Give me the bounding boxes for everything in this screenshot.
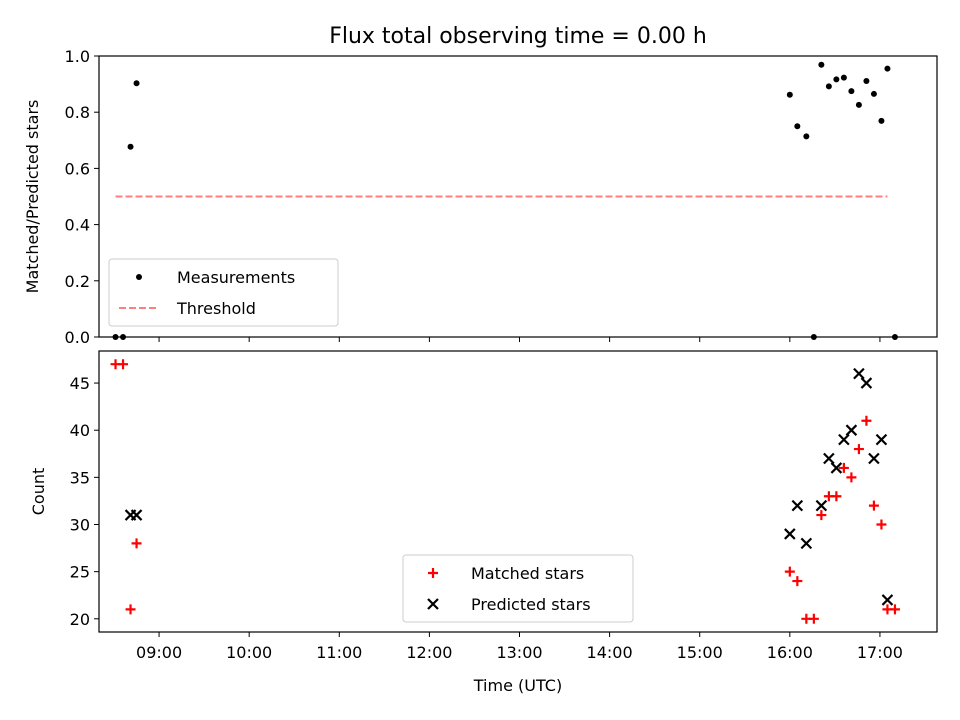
y-tick-label: 35 (70, 468, 90, 487)
legend-label: Predicted stars (471, 595, 591, 614)
y-tick-label: 1.0 (65, 47, 90, 66)
legend-label: Measurements (177, 268, 295, 287)
measurement-point (870, 90, 877, 97)
predicted-star-point (815, 499, 828, 512)
measurement-point (863, 78, 870, 85)
predicted-star-point (868, 452, 880, 465)
y-tick-label: 0.2 (65, 272, 90, 291)
x-tick-label: 12:00 (406, 643, 452, 662)
y-tick-label: 20 (70, 610, 90, 629)
predicted-star-point (838, 433, 850, 446)
legend-predicted-swatch (427, 598, 439, 610)
y-tick-label: 0.0 (65, 328, 90, 347)
measurement-point (884, 65, 891, 72)
matched-star-point (131, 538, 142, 549)
y-tick-label: 45 (70, 374, 90, 393)
x-tick-label: 11:00 (316, 643, 362, 662)
legend: Matched stars Predicted stars (402, 554, 634, 623)
measurement-point (840, 74, 847, 81)
predicted-star-point (875, 433, 888, 446)
predicted-star-point (860, 377, 873, 389)
measurement-point (855, 101, 862, 108)
measurement-point (825, 83, 832, 90)
matched-star-point (838, 462, 849, 473)
y-axis-label: Count (29, 468, 48, 516)
ratio-panel: 0.0 0.2 0.4 0.6 0.8 1.0 Matched/Predicted star… (23, 47, 938, 347)
x-tick-label: 13:00 (496, 643, 542, 662)
legend-measurement-swatch (136, 274, 142, 280)
measurement-point (133, 80, 140, 87)
chart-title: Flux total observing time = 0.00 h (329, 24, 707, 49)
y-tick-label: 40 (70, 421, 90, 440)
x-tick-label: 10:00 (226, 643, 272, 662)
matched-star-point (118, 359, 129, 370)
matched-star-point (868, 500, 879, 511)
matched-star-point (853, 444, 864, 455)
matched-star-point (816, 510, 827, 521)
predicted-star-point (845, 424, 858, 436)
matched-star-point (784, 566, 795, 577)
legend-box (108, 258, 339, 327)
matched-star-point (876, 519, 887, 530)
y-tick-label: 30 (70, 516, 90, 535)
x-axis-label: Time (UTC) (473, 676, 562, 695)
measurement-point (848, 88, 855, 95)
legend-label: Matched stars (471, 564, 584, 583)
predicted-star-point (830, 462, 843, 474)
count-panel: 09:00 10:00 11:00 12:00 13:00 14:00 15:00 16:00… (29, 350, 938, 695)
y-tick-label: 25 (70, 563, 90, 582)
measurement-point (833, 76, 840, 83)
predicted-star-point (881, 594, 894, 606)
legend-box (402, 554, 634, 623)
x-tick-label: 09:00 (136, 643, 182, 662)
x-tick-label: 17:00 (857, 643, 903, 662)
y-axis-label: Matched/Predicted stars (23, 100, 42, 294)
matched-star-point (889, 604, 900, 615)
plot-area (110, 359, 900, 624)
measurement-point (803, 133, 810, 140)
matched-star-point (846, 472, 857, 483)
measurement-point (878, 117, 885, 124)
predicted-star-point (791, 499, 804, 512)
measurement-point (794, 123, 801, 130)
measurement-point (127, 143, 134, 150)
x-tick-label: 16:00 (767, 643, 813, 662)
plot-area (112, 61, 898, 340)
matched-star-point (125, 604, 136, 615)
measurement-point (818, 61, 825, 68)
measurement-point (786, 91, 793, 98)
y-tick-label: 0.4 (65, 216, 90, 235)
x-tick-label: 15:00 (677, 643, 723, 662)
predicted-star-point (130, 509, 143, 521)
legend: Measurements Threshold (108, 258, 339, 327)
plot-frame (98, 350, 938, 633)
legend-matched-swatch (428, 568, 438, 578)
matched-star-point (861, 415, 872, 426)
predicted-star-point (784, 528, 796, 540)
predicted-star-point (823, 452, 835, 465)
predicted-star-point (853, 367, 865, 380)
y-tick-label: 0.6 (65, 159, 90, 178)
x-tick-label: 14:00 (587, 643, 633, 662)
y-tick-label: 0.8 (65, 103, 90, 122)
plot-frame (98, 55, 938, 338)
matched-star-point (808, 613, 819, 624)
matched-star-point (831, 491, 842, 502)
matched-star-point (792, 576, 803, 587)
legend-label: Threshold (176, 299, 256, 318)
predicted-star-point (800, 537, 813, 550)
